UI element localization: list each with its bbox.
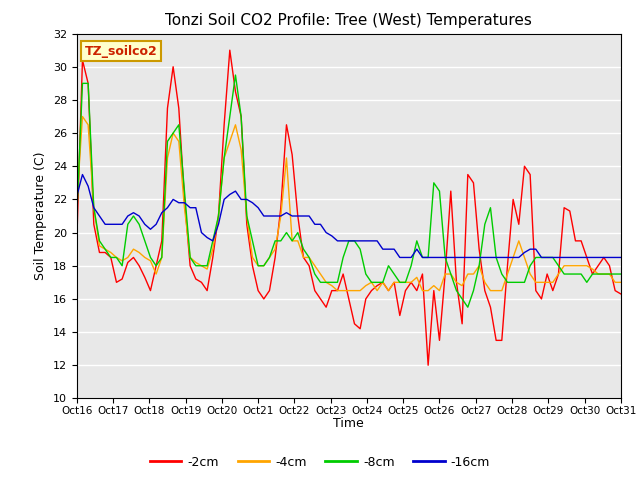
Text: TZ_soilco2: TZ_soilco2 [85,45,157,58]
Legend: -2cm, -4cm, -8cm, -16cm: -2cm, -4cm, -8cm, -16cm [145,451,495,474]
Y-axis label: Soil Temperature (C): Soil Temperature (C) [35,152,47,280]
X-axis label: Time: Time [333,418,364,431]
Title: Tonzi Soil CO2 Profile: Tree (West) Temperatures: Tonzi Soil CO2 Profile: Tree (West) Temp… [165,13,532,28]
